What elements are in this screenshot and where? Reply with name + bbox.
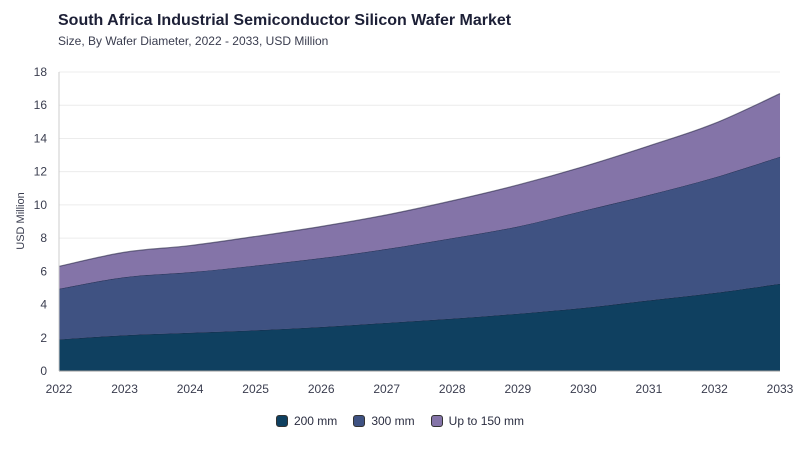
legend-label: Up to 150 mm [448, 414, 525, 428]
area-300-mm [59, 156, 780, 340]
legend-item: 200 mm [275, 414, 338, 428]
area-series [58, 93, 781, 371]
chart-title: South Africa Industrial Semiconductor Si… [58, 12, 512, 29]
y-tick-label: 14 [34, 131, 48, 145]
y-tick-label: 6 [40, 264, 47, 278]
x-tick-label: 2033 [767, 382, 794, 396]
area-200-mm [59, 283, 780, 371]
x-tick-label: 2022 [46, 382, 73, 396]
y-tick-label: 2 [40, 331, 47, 345]
chart-subtitle: Size, By Wafer Diameter, 2022 - 2033, US… [58, 34, 329, 48]
legend-item: 300 mm [353, 414, 415, 428]
legend-label: 200 mm [293, 414, 338, 428]
legend-swatch [353, 415, 366, 427]
x-tick-label: 2032 [701, 382, 728, 396]
legend-item: Up to 150 mm [430, 414, 525, 428]
x-tick-label: 2028 [439, 382, 466, 396]
y-tick-label: 12 [34, 165, 48, 179]
y-tick-label: 8 [40, 231, 47, 245]
y-tick-label: 10 [34, 198, 48, 212]
legend-swatch [275, 415, 288, 427]
series-line-up-to-150-mm [58, 93, 781, 267]
area-up-to-150-mm [59, 93, 780, 289]
x-tick-label: 2027 [373, 382, 400, 396]
x-tick-label: 2031 [636, 382, 663, 396]
legend-label: 300 mm [371, 414, 415, 428]
y-tick-label: 18 [34, 65, 48, 79]
y-tick-label: 4 [40, 298, 47, 312]
x-tick-label: 2030 [570, 382, 597, 396]
y-tick-label: 0 [40, 364, 47, 378]
x-tick-label: 2026 [308, 382, 335, 396]
y-tick-label: 16 [34, 98, 48, 112]
legend: 200 mm 300 mm Up to 150 mm [0, 414, 800, 428]
y-axis-ticks: 0 2 4 6 8 10 12 14 16 18 [34, 65, 48, 378]
legend-swatch [430, 415, 443, 427]
x-axis-ticks: 2022 2023 2024 2025 2026 2027 2028 2029 2030 2031… [46, 382, 794, 396]
x-tick-label: 2025 [242, 382, 269, 396]
x-tick-label: 2029 [504, 382, 531, 396]
y-axis-label: USD Million [15, 192, 27, 249]
x-tick-label: 2024 [177, 382, 204, 396]
x-tick-label: 2023 [111, 382, 138, 396]
